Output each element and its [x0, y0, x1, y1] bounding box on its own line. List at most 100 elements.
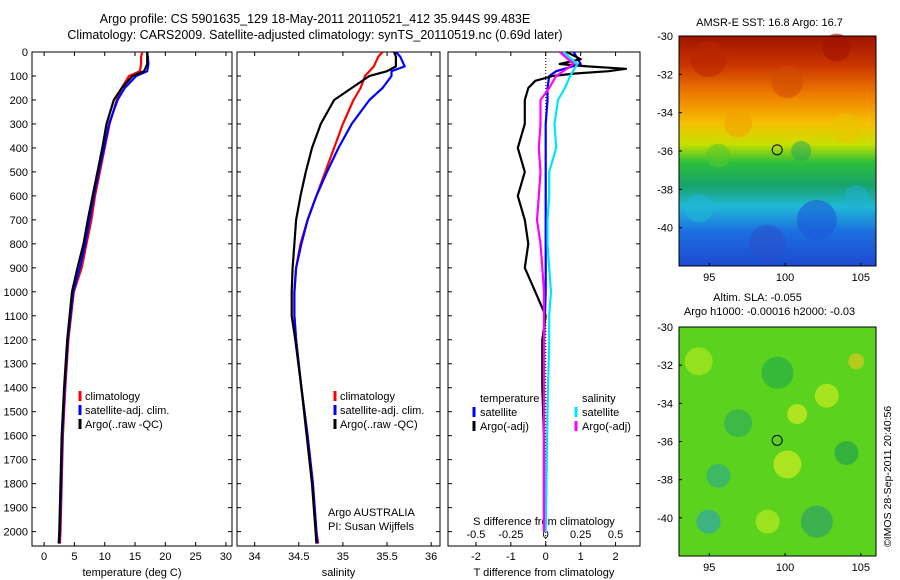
depth-tick-label: 900	[10, 263, 28, 275]
top-axis-tick-label: 0	[543, 529, 549, 541]
x-axis-label: T difference from climatology	[474, 567, 615, 579]
legend-label: satellite	[480, 407, 517, 419]
x-tick-label: 10	[99, 551, 111, 563]
sla-patch	[706, 463, 731, 488]
sla-patch	[848, 353, 865, 370]
depth-tick-label: 0	[22, 47, 28, 59]
depth-tick-label: 400	[10, 143, 28, 155]
x-tick-label: 35	[337, 551, 349, 563]
series-line-satellite	[544, 51, 579, 532]
x-tick-label: 34.5	[288, 551, 309, 563]
sst-patch	[844, 185, 869, 209]
argo-position-marker	[771, 434, 783, 446]
legend-label: Argo(..raw -QC)	[340, 419, 418, 431]
profile-panel-differences: -2 -1 0 1 2 T difference from climatology -0.5…	[447, 51, 641, 579]
depth-tick-label: 600	[10, 191, 28, 203]
sla-patch	[684, 347, 713, 376]
legend-title: temperature	[480, 393, 539, 405]
lat-tick-label: -32	[657, 360, 673, 372]
x-tick-label: -2	[471, 551, 481, 563]
sst-patch	[749, 225, 786, 261]
annotation-line: PI: Susan Wijffels	[328, 521, 414, 533]
map-sla_map: -30 -32 -34 -36 -38 -40 95 100 105 Altim. SLA: -0…	[657, 292, 877, 574]
x-tick-label: 30	[220, 551, 232, 563]
map-sst_map: -30 -32 -34 -36 -38 -40 95 100 105 AMSR-E SST: 16…	[657, 17, 877, 284]
legend-label: Argo(..raw -QC)	[85, 419, 163, 431]
depth-tick-label: 1000	[4, 287, 28, 299]
x-tick-label: 2	[613, 551, 619, 563]
depth-tick-label: 1100	[4, 311, 28, 323]
map-title: AMSR-E SST: 16.8 Argo: 16.7	[696, 17, 843, 29]
sla-patch	[814, 383, 839, 408]
top-axis-tick-label: -0.25	[498, 529, 523, 541]
x-tick-label: 5	[71, 551, 77, 563]
legend-title: salinity	[582, 393, 616, 405]
depth-tick-label: 100	[10, 71, 28, 83]
depth-tick-label: 1500	[4, 407, 28, 419]
profile-panel-salinity: 34 34.5 35 35.5 36 salinity climatology satelli…	[236, 51, 441, 579]
plot-frame	[236, 51, 441, 547]
sla-patch	[724, 409, 753, 438]
sla-patch	[755, 509, 780, 534]
sla-patch	[787, 404, 808, 425]
x-tick-label: 35.5	[376, 551, 397, 563]
map-title: Argo h1000: -0.00016 h2000: -0.03	[684, 306, 855, 318]
sst-patch	[690, 41, 727, 77]
lon-tick-label: 105	[852, 272, 870, 284]
depth-tick-label: 1800	[4, 479, 28, 491]
sla-patch	[800, 505, 833, 538]
lat-tick-label: -34	[657, 398, 673, 410]
sla-patch	[773, 450, 802, 479]
x-tick-label: 0	[41, 551, 47, 563]
series-line-argo---raw--qc-	[290, 51, 397, 544]
annotation-line: Argo AUSTRALIA	[328, 507, 415, 519]
x-tick-label: 1	[578, 551, 584, 563]
lon-tick-label: 95	[703, 272, 715, 284]
sla-patch	[834, 440, 859, 465]
sla-patch	[761, 356, 794, 389]
lat-tick-label: -30	[657, 322, 673, 334]
depth-tick-label: 1300	[4, 359, 28, 371]
lat-tick-label: -38	[657, 475, 673, 487]
x-tick-label: 25	[190, 551, 202, 563]
lon-tick-label: 100	[776, 272, 794, 284]
legend-label: satellite	[582, 407, 619, 419]
sst-patch	[771, 66, 804, 98]
legend-label: climatology	[85, 391, 141, 403]
x-tick-label: -1	[506, 551, 516, 563]
sst-patch	[791, 141, 812, 161]
profile-panel-temperature: 0100200300400500600700800900100011001200…	[4, 47, 233, 579]
depth-tick-label: 800	[10, 239, 28, 251]
x-tick-label: 36	[425, 551, 437, 563]
sst-patch	[831, 113, 862, 143]
depth-tick-label: 500	[10, 167, 28, 179]
legend-label: climatology	[340, 391, 396, 403]
lat-tick-label: -36	[657, 437, 673, 449]
x-tick-label: 0	[543, 551, 549, 563]
lat-tick-label: -38	[657, 184, 673, 196]
depth-tick-label: 700	[10, 215, 28, 227]
depth-tick-label: 1400	[4, 383, 28, 395]
sst-patch	[684, 194, 713, 223]
depth-tick-label: 2000	[4, 527, 28, 539]
lat-tick-label: -36	[657, 146, 673, 158]
top-axis-tick-label: 0.25	[570, 529, 591, 541]
depth-tick-label: 1200	[4, 335, 28, 347]
depth-tick-label: 1600	[4, 431, 28, 443]
sst-patch	[796, 200, 837, 240]
sst-patch	[822, 33, 851, 62]
top-axis-tick-label: -0.5	[466, 529, 485, 541]
lat-tick-label: -32	[657, 69, 673, 81]
lat-tick-label: -40	[657, 513, 673, 525]
x-tick-label: 20	[159, 551, 171, 563]
figure-title-line-2: Climatology: CARS2009. Satellite-adjuste…	[67, 28, 563, 42]
depth-tick-label: 1900	[4, 503, 28, 515]
figure-title-line-1: Argo profile: CS 5901635_129 18-May-2011…	[99, 12, 531, 26]
legend-label: Argo(-adj)	[480, 421, 529, 433]
argo-position-marker	[771, 144, 783, 156]
lon-tick-label: 100	[776, 562, 794, 574]
series-line-argo---raw--qc-	[57, 52, 149, 544]
lon-tick-label: 105	[852, 562, 870, 574]
top-axis-tick-label: 0.5	[608, 529, 623, 541]
